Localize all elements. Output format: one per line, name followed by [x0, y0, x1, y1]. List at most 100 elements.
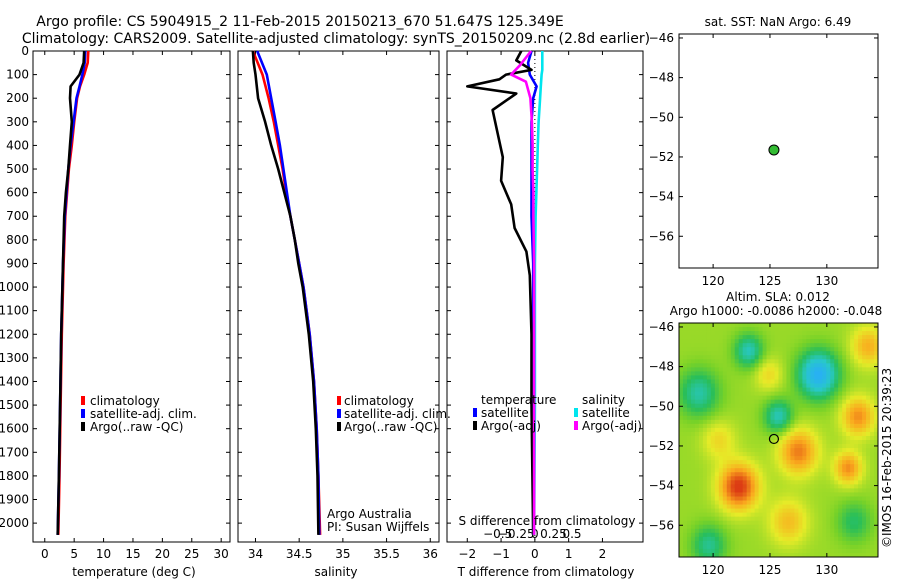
heatmap-cell: [834, 323, 839, 328]
heatmap-cell: [818, 411, 823, 417]
heatmap-cell: [862, 516, 867, 522]
heatmap-cell: [754, 480, 759, 485]
heatmap-cell: [679, 367, 684, 372]
heatmap-cell: [870, 456, 875, 461]
heatmap-cell: [754, 444, 759, 449]
heatmap-cell: [810, 516, 815, 522]
heatmap-cell: [702, 415, 708, 421]
heatmap-cell: [818, 484, 823, 489]
heatmap-cell: [842, 351, 847, 356]
heatmap-cell: [679, 492, 684, 497]
heatmap-cell: [786, 419, 791, 425]
heatmap-cell: [846, 500, 851, 505]
heatmap-cell: [846, 480, 851, 485]
heatmap-cell: [834, 347, 839, 352]
heatmap-cell: [766, 512, 771, 518]
heatmap-cell: [746, 427, 752, 433]
heatmap-cell: [679, 496, 684, 501]
heatmap-cell: [798, 371, 803, 376]
heatmap-cell: [750, 476, 756, 481]
heatmap-cell: [770, 444, 775, 449]
heatmap-cell: [734, 472, 740, 477]
heatmap-cell: [790, 544, 795, 550]
heatmap-cell: [830, 488, 835, 493]
temperature-legend: climatology satellite-adj. clim. Argo(..…: [81, 394, 197, 434]
heatmap-cell: [742, 520, 748, 526]
heatmap-cell: [762, 512, 767, 518]
heatmap-cell: [846, 371, 851, 376]
heatmap-cell: [870, 464, 875, 469]
heatmap-cell: [822, 355, 827, 360]
heatmap-cell: [722, 548, 728, 554]
heatmap-cell: [722, 500, 728, 505]
heatmap-cell: [866, 532, 871, 538]
heatmap-cell: [710, 532, 716, 538]
heatmap-cell: [690, 444, 696, 449]
heatmap-cell: [718, 323, 724, 328]
heatmap-cell: [754, 500, 759, 505]
heatmap-cell: [754, 512, 759, 518]
heatmap-cell: [682, 528, 688, 534]
heatmap-cell: [794, 323, 799, 328]
heatmap-cell: [706, 323, 712, 328]
heatmap-cell: [858, 440, 863, 445]
heatmap-cell: [770, 423, 775, 429]
heatmap-cell: [810, 343, 815, 348]
heatmap-cell: [710, 411, 716, 417]
heatmap-cell: [778, 484, 783, 489]
heatmap-cell: [874, 492, 879, 497]
heatmap-cell: [798, 448, 803, 453]
heatmap-cell: [846, 444, 851, 449]
heatmap-cell: [834, 552, 839, 558]
heatmap-cell: [810, 399, 815, 405]
heatmap-cell: [806, 391, 811, 397]
heatmap-cell: [770, 496, 775, 501]
heatmap-cell: [778, 552, 783, 558]
heatmap-cell: [714, 359, 720, 364]
heatmap-cell: [854, 387, 859, 392]
heatmap-cell: [698, 327, 704, 332]
heatmap-cell: [806, 379, 811, 384]
heatmap-cell: [854, 335, 859, 340]
heatmap-cell: [730, 496, 736, 501]
heatmap-cell: [686, 407, 692, 413]
heatmap-cell: [806, 347, 811, 352]
heatmap-cell: [802, 460, 807, 465]
heatmap-cell: [838, 552, 843, 558]
heatmap-cell: [814, 448, 819, 453]
heatmap-cell: [790, 371, 795, 376]
heatmap-cell: [850, 391, 855, 397]
heatmap-cell: [698, 347, 704, 352]
heatmap-cell: [762, 532, 767, 538]
heatmap-cell: [802, 411, 807, 417]
heatmap-cell: [762, 359, 767, 364]
heatmap-cell: [770, 375, 775, 380]
heatmap-cell: [706, 339, 712, 344]
heatmap-cell: [686, 440, 692, 445]
heatmap-cell: [726, 496, 732, 501]
heatmap-cell: [742, 540, 748, 546]
heatmap-cell: [754, 415, 759, 421]
sla-map-points: [768, 433, 780, 445]
heatmap-cell: [830, 383, 835, 388]
heatmap-cell: [718, 367, 724, 372]
heatmap-cell: [830, 359, 835, 364]
heatmap-cell: [770, 536, 775, 542]
heatmap-cell: [870, 387, 875, 392]
heatmap-cell: [714, 435, 720, 441]
heatmap-cell: [806, 327, 811, 332]
heatmap-cell: [714, 512, 720, 518]
heatmap-cell: [694, 331, 700, 336]
heatmap-cell: [754, 516, 759, 522]
heatmap-cell: [690, 391, 696, 397]
heatmap-cell: [730, 492, 736, 497]
heatmap-cell: [826, 480, 831, 485]
heatmap-cell: [862, 355, 867, 360]
heatmap-cell: [822, 536, 827, 542]
heatmap-cell: [862, 548, 867, 554]
heatmap-cell: [850, 476, 855, 481]
heatmap-cell: [802, 464, 807, 469]
heatmap-cell: [750, 480, 756, 485]
heatmap-cell: [718, 375, 724, 380]
heatmap-cell: [802, 480, 807, 485]
